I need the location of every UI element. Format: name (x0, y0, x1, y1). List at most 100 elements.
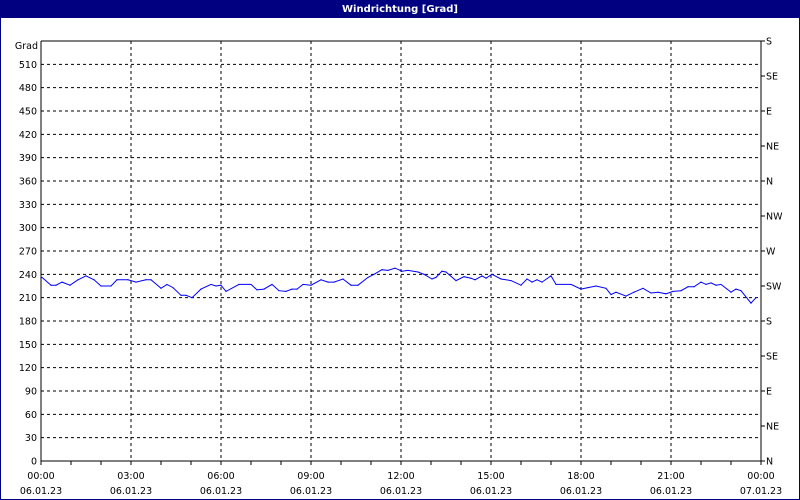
data-point (127, 279, 129, 281)
y-tick-label: 210 (19, 293, 37, 304)
data-point (135, 281, 137, 283)
y-tick-label: 450 (19, 107, 37, 118)
data-point (491, 273, 493, 275)
data-point (116, 279, 118, 281)
data-point (587, 286, 589, 289)
data-point (693, 286, 695, 288)
data-point (541, 281, 543, 283)
data-point (705, 283, 707, 286)
data-point (61, 281, 63, 283)
data-point (550, 275, 552, 277)
data-point (215, 285, 217, 287)
data-point (730, 291, 732, 293)
data-point (55, 284, 57, 286)
data-point (357, 284, 359, 286)
data-point (110, 285, 112, 287)
data-point (296, 288, 298, 290)
data-point (610, 293, 612, 296)
x-tick-time: 18:00 (567, 471, 594, 482)
data-point (310, 284, 312, 286)
y-tick-label: 120 (19, 363, 37, 374)
data-point (463, 276, 465, 278)
y-tick-label: 0 (31, 457, 37, 468)
data-point (650, 292, 652, 294)
data-point (500, 278, 502, 280)
data-point (100, 285, 102, 287)
data-point (531, 281, 533, 283)
right-axis-label: NW (766, 212, 783, 223)
data-point (665, 293, 667, 295)
right-axis-label: W (766, 247, 776, 258)
data-point (238, 283, 240, 286)
x-tick-time: 21:00 (657, 471, 684, 482)
data-point (431, 278, 433, 280)
data-point (687, 286, 689, 288)
right-axis-label: N (766, 457, 773, 468)
x-tick-time: 06:00 (207, 471, 234, 482)
data-point (455, 279, 457, 282)
x-tick-time: 00:00 (747, 471, 774, 482)
x-tick-date: 06.01.23 (20, 486, 62, 497)
data-point (401, 270, 403, 272)
y-tick-label: 240 (19, 270, 37, 281)
data-point (150, 279, 152, 281)
right-axis-label: NE (766, 142, 779, 153)
x-tick-date: 07.01.23 (740, 486, 782, 497)
data-point (485, 277, 487, 279)
data-point (381, 269, 383, 271)
y-tick-label: 60 (25, 410, 37, 421)
data-point (445, 271, 447, 273)
y-tick-label: 360 (19, 177, 37, 188)
data-point (69, 284, 71, 286)
y-tick-label: 390 (19, 153, 37, 164)
data-point (633, 291, 635, 293)
x-tick-time: 09:00 (297, 471, 324, 482)
x-tick-time: 12:00 (387, 471, 414, 482)
data-point (536, 279, 538, 281)
data-point (50, 284, 52, 286)
data-point (720, 283, 722, 286)
x-tick-time: 15:00 (477, 471, 504, 482)
x-tick-date: 06.01.23 (560, 486, 602, 497)
data-point (350, 284, 352, 286)
y-tick-label: 480 (19, 83, 37, 94)
right-axis-label: S (766, 317, 772, 328)
data-point (250, 283, 252, 286)
data-point (256, 289, 258, 291)
data-point (510, 279, 512, 282)
data-point (474, 279, 476, 281)
data-point (570, 283, 572, 286)
data-point (166, 283, 168, 286)
y-tick-label: 300 (19, 223, 37, 234)
data-point (160, 287, 162, 289)
right-axis-label: SW (766, 282, 782, 293)
window-title: Windrichtung [Grad] (1, 1, 799, 18)
data-point (333, 281, 335, 283)
x-tick-date: 06.01.23 (470, 486, 512, 497)
right-axis-label: S (766, 37, 772, 48)
data-point (555, 283, 557, 286)
data-point (615, 291, 617, 293)
data-point (715, 284, 717, 286)
y-tick-label: 30 (25, 433, 37, 444)
data-point (740, 290, 742, 292)
data-point (263, 288, 265, 290)
data-point (642, 287, 644, 289)
y-tick-label: 420 (19, 130, 37, 141)
data-point (735, 288, 737, 290)
x-tick-date: 06.01.23 (290, 486, 332, 497)
data-point (185, 294, 187, 296)
y-tick-label: 270 (19, 247, 37, 258)
data-point (672, 290, 674, 293)
right-axis-label: NE (766, 422, 779, 433)
right-axis-label: SE (766, 72, 778, 83)
data-point (435, 276, 437, 279)
data-point (700, 281, 702, 283)
right-axis-label: N (766, 177, 773, 188)
right-axis-label: E (766, 387, 772, 398)
x-tick-date: 06.01.23 (380, 486, 422, 497)
x-tick-time: 03:00 (117, 471, 144, 482)
data-point (481, 275, 483, 277)
